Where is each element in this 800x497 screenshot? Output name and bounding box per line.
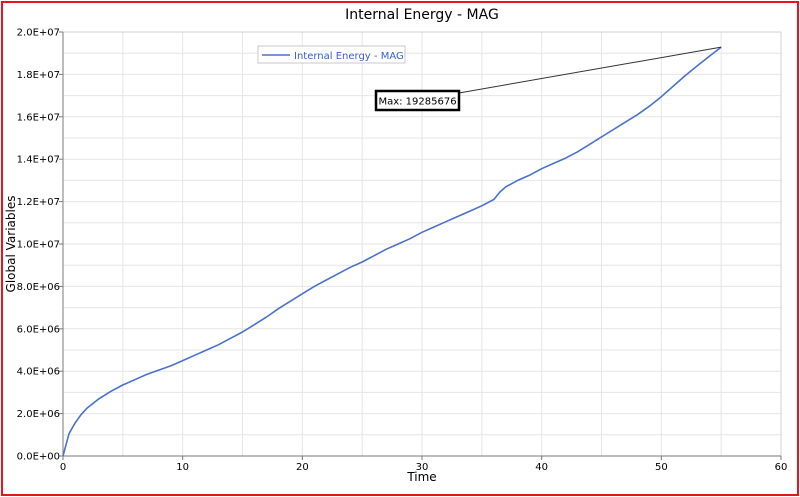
series-line-internal-energy bbox=[62, 46, 722, 457]
series-layer bbox=[62, 46, 722, 457]
y-tick-label: 2.0E+07 bbox=[17, 28, 60, 39]
y-tick-label: 4.0E+06 bbox=[17, 367, 60, 378]
y-tick-label: 1.6E+07 bbox=[17, 112, 60, 123]
legend-entry: Internal Energy - MAG bbox=[294, 51, 404, 62]
legend[interactable]: Internal Energy - MAG bbox=[257, 45, 406, 64]
y-tick-label: 0.0E+00 bbox=[17, 452, 60, 463]
x-tick-label: 10 bbox=[176, 462, 189, 473]
x-ticks: 0 10 20 30 40 50 60 bbox=[60, 456, 788, 473]
y-tick-label: 1.0E+07 bbox=[17, 240, 60, 251]
y-tick-label: 1.2E+07 bbox=[17, 197, 60, 208]
chart-title: Internal Energy - MAG bbox=[345, 7, 499, 23]
annotation-text: Max: 19285676 bbox=[378, 97, 456, 108]
y-tick-label: 8.0E+06 bbox=[17, 282, 60, 293]
x-tick-label: 40 bbox=[535, 462, 548, 473]
x-tick-label: 60 bbox=[775, 462, 788, 473]
y-tick-label: 2.0E+06 bbox=[17, 409, 60, 420]
y-ticks: 0.0E+00 2.0E+06 4.0E+06 6.0E+06 8.0E+06 1.0E+… bbox=[17, 28, 63, 463]
x-axis-title: Time bbox=[406, 470, 436, 484]
x-tick-label: 0 bbox=[60, 462, 66, 473]
x-tick-label: 20 bbox=[296, 462, 309, 473]
y-tick-label: 1.8E+07 bbox=[17, 70, 60, 81]
annotation-leader-line bbox=[458, 46, 722, 94]
x-tick-label: 30 bbox=[416, 462, 429, 473]
y-tick-label: 1.4E+07 bbox=[17, 155, 60, 166]
annotation-box bbox=[374, 89, 461, 112]
max-annotation[interactable]: Max: 19285676 bbox=[374, 46, 722, 112]
x-tick-label: 50 bbox=[655, 462, 668, 473]
y-axis-title: Global Variables bbox=[4, 196, 18, 293]
y-tick-label: 6.0E+06 bbox=[17, 324, 60, 335]
legend-box bbox=[257, 45, 406, 64]
